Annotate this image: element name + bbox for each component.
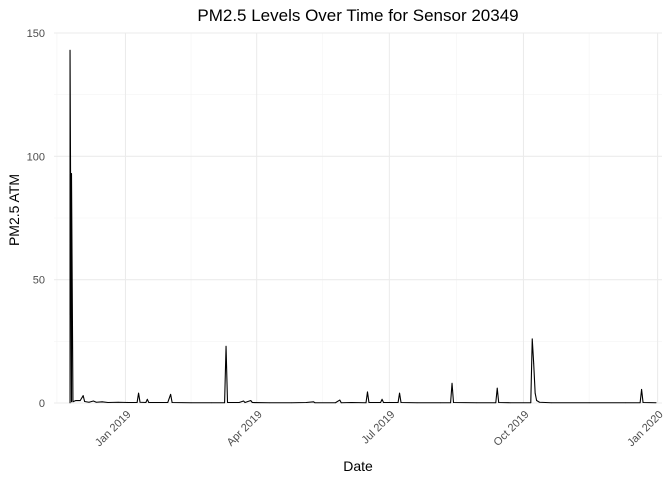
data-point xyxy=(211,402,212,404)
data-point xyxy=(539,401,540,403)
data-point xyxy=(92,400,94,402)
data-point xyxy=(291,402,293,404)
data-point xyxy=(641,389,642,390)
series-line xyxy=(69,49,657,404)
data-point xyxy=(509,402,511,404)
data-point xyxy=(416,402,418,404)
data-point xyxy=(305,402,307,403)
data-point xyxy=(351,402,352,403)
data-point xyxy=(127,402,129,403)
data-point xyxy=(530,402,532,404)
data-point xyxy=(148,402,150,403)
data-point xyxy=(400,402,402,403)
data-point xyxy=(380,402,381,403)
data-point xyxy=(243,400,244,402)
data-point xyxy=(269,402,271,404)
data-point xyxy=(439,402,441,404)
data-point xyxy=(227,402,228,403)
data-point xyxy=(69,49,71,51)
data-point xyxy=(451,382,453,384)
data-point xyxy=(171,402,173,403)
data-point xyxy=(251,402,253,403)
data-point xyxy=(335,402,336,404)
data-point xyxy=(533,363,535,364)
data-point xyxy=(313,401,314,403)
data-point xyxy=(84,401,86,402)
data-point xyxy=(75,400,77,401)
data-point xyxy=(550,402,552,404)
data-point xyxy=(453,402,454,403)
data-point xyxy=(170,393,172,395)
chart-title: PM2.5 Levels Over Time for Sensor 20349 xyxy=(197,6,518,25)
x-axis: Jan 2019 Apr 2019 Jul 2019 Oct 2019 Jan 2020 xyxy=(93,409,666,449)
x-tick-label: Jan 2019 xyxy=(93,409,133,449)
x-tick-label: Apr 2019 xyxy=(225,409,265,449)
data-point xyxy=(639,402,641,404)
data-point xyxy=(79,400,81,401)
data-point xyxy=(190,402,192,404)
data-point xyxy=(536,400,538,401)
data-point xyxy=(82,395,84,396)
data-point xyxy=(495,402,497,404)
data-point xyxy=(367,391,368,393)
data-point xyxy=(625,402,626,404)
data-point xyxy=(476,402,478,404)
data-point xyxy=(250,400,252,401)
data-point xyxy=(136,402,138,403)
data-point xyxy=(383,402,384,403)
data-point xyxy=(450,402,451,404)
data-point xyxy=(655,402,657,404)
data-point xyxy=(101,401,103,403)
data-point xyxy=(588,402,590,404)
x-tick-label: Jan 2020 xyxy=(625,409,665,449)
data-point xyxy=(340,402,342,404)
data-point xyxy=(244,402,246,403)
data-point xyxy=(146,398,148,400)
data-point xyxy=(397,402,399,403)
data-point xyxy=(95,401,97,403)
y-tick-label: 150 xyxy=(27,28,45,40)
data-point xyxy=(531,338,533,340)
data-point xyxy=(225,345,227,347)
data-point xyxy=(117,401,119,403)
y-tick-label: 50 xyxy=(33,275,45,287)
series-group xyxy=(69,49,657,404)
data-point xyxy=(139,401,141,403)
minor-gridlines xyxy=(54,33,662,403)
data-point xyxy=(498,402,500,403)
data-point xyxy=(399,392,400,394)
data-point xyxy=(496,387,498,389)
data-point xyxy=(339,399,341,401)
data-point xyxy=(167,402,169,403)
data-point xyxy=(381,398,383,400)
data-point xyxy=(314,402,316,404)
y-tick-label: 0 xyxy=(39,398,45,410)
x-tick-label: Jul 2019 xyxy=(360,409,398,447)
data-point xyxy=(107,402,109,403)
data-point xyxy=(224,402,225,404)
y-axis: 0 50 100 150 xyxy=(27,28,45,410)
data-point xyxy=(368,402,370,403)
x-tick-label: Oct 2019 xyxy=(492,409,532,449)
data-point xyxy=(71,173,72,175)
data-point xyxy=(71,401,72,403)
data-point xyxy=(72,401,74,403)
data-point xyxy=(145,402,147,403)
data-point xyxy=(138,392,139,394)
data-point xyxy=(642,402,644,403)
data-point xyxy=(365,402,367,404)
data-point xyxy=(238,402,240,403)
data-point xyxy=(534,392,536,394)
data-point xyxy=(69,402,71,404)
data-point xyxy=(88,401,90,403)
x-axis-title: Date xyxy=(343,458,373,474)
y-axis-title: PM2.5 ATM xyxy=(6,174,22,246)
y-tick-label: 100 xyxy=(27,151,45,163)
